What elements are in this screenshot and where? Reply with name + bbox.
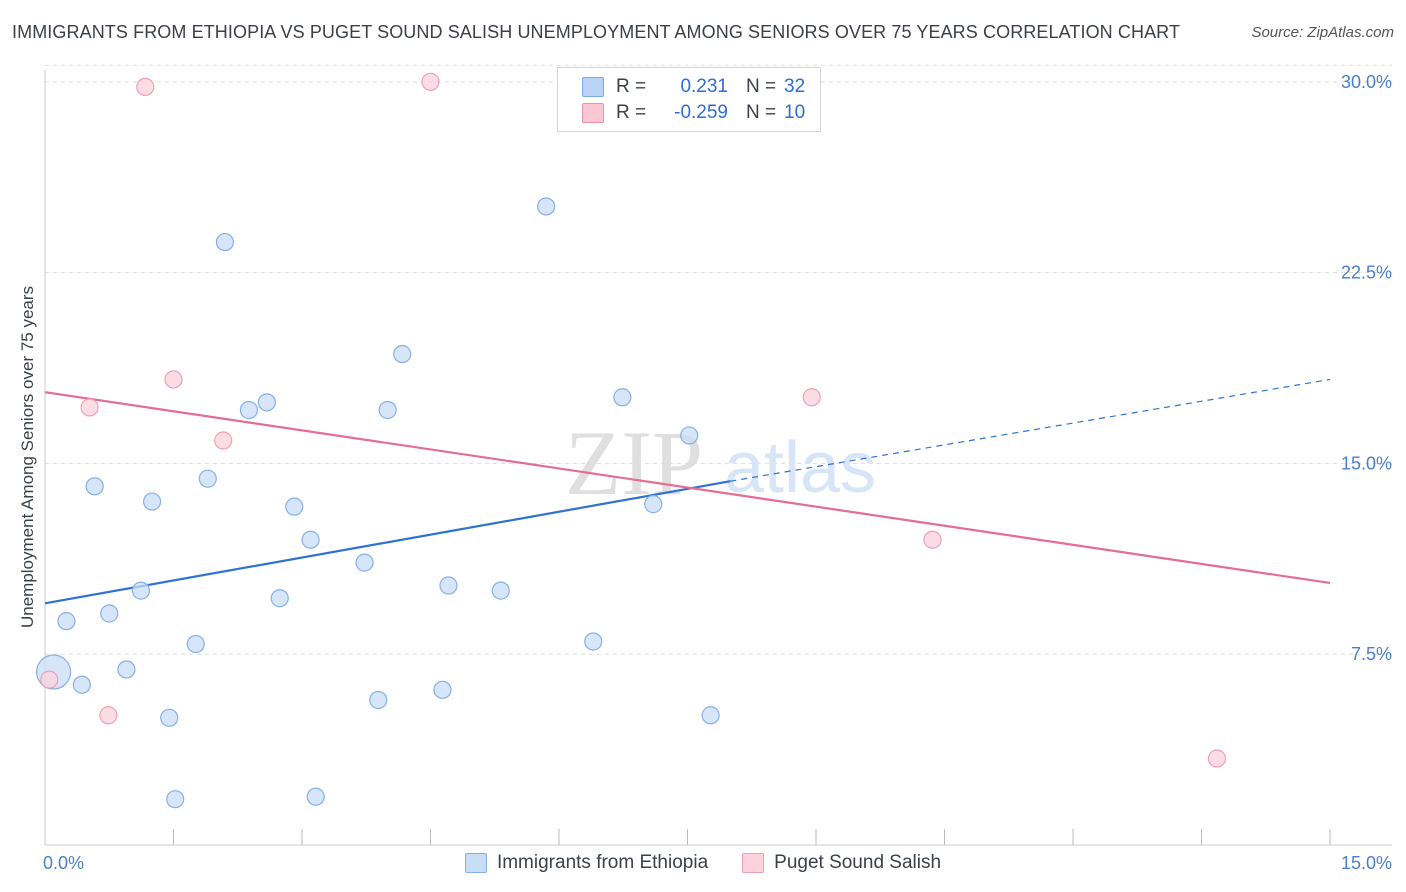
watermark-zip: ZIP — [565, 412, 703, 514]
trendline-salish — [44, 391, 1331, 585]
trendline-ethiopia-extension — [730, 378, 1331, 482]
x-tick-label: 0.0% — [43, 853, 84, 873]
data-point-ethiopia — [215, 232, 234, 252]
data-point-salish — [99, 706, 118, 725]
y-tick-label: 7.5% — [1351, 644, 1392, 664]
data-point-salish — [40, 670, 59, 689]
series-label-ethiopia: Immigrants from Ethiopia — [496, 852, 709, 873]
data-point-ethiopia — [239, 400, 258, 420]
series-legend-ethiopia[interactable]: Immigrants from Ethiopia — [464, 852, 709, 874]
watermark-atlas: atlas — [724, 428, 876, 508]
data-point-ethiopia — [491, 581, 510, 600]
data-point-ethiopia — [613, 388, 632, 407]
legend-r-value: 0.231 — [680, 76, 728, 97]
data-point-ethiopia — [57, 612, 76, 631]
y-tick-labels: 7.5% 15.0% 22.5% 30.0% — [1341, 72, 1392, 664]
data-point-ethiopia — [85, 477, 104, 496]
legend-swatch-pink — [582, 103, 604, 123]
y-axis-label: Unemployment Among Seniors over 75 years — [18, 286, 37, 628]
data-point-ethiopia — [680, 426, 699, 445]
data-point-ethiopia — [198, 469, 217, 488]
series-swatch-blue — [464, 853, 487, 873]
data-point-ethiopia — [72, 675, 91, 694]
data-point-ethiopia — [257, 393, 276, 412]
data-point-ethiopia — [433, 680, 452, 699]
data-point-ethiopia — [100, 604, 119, 623]
axes — [44, 70, 1392, 846]
x-tick-labels: 0.0% 15.0% — [43, 853, 1392, 873]
legend-swatch-blue — [582, 77, 604, 97]
data-point-ethiopia — [369, 690, 388, 710]
data-point-salish — [923, 530, 942, 549]
data-point-ethiopia — [644, 495, 663, 514]
data-point-ethiopia — [439, 576, 458, 595]
data-point-ethiopia — [537, 197, 556, 216]
data-point-ethiopia — [393, 344, 412, 364]
x-tick-label: 15.0% — [1341, 853, 1392, 873]
series-legend: Immigrants from Ethiopia Puget Sound Sal… — [0, 852, 1406, 874]
data-point-salish — [164, 370, 183, 389]
legend-n-label: N = — [746, 102, 777, 123]
data-point-ethiopia — [131, 581, 151, 600]
legend-r-value: -0.259 — [674, 102, 728, 123]
legend-row-ethiopia: R = 0.231 N = 32 — [582, 75, 805, 99]
legend-r-label: R = — [616, 76, 647, 97]
data-point-ethiopia — [142, 492, 162, 511]
data-point-ethiopia — [584, 632, 603, 651]
data-point-ethiopia — [285, 497, 304, 516]
legend-n-label: N = — [746, 76, 777, 97]
data-point-salish — [1207, 749, 1227, 768]
data-point-salish — [421, 72, 440, 91]
data-point-salish — [214, 431, 233, 450]
gridlines — [45, 64, 1392, 655]
trendline-ethiopia — [44, 480, 731, 605]
legend-n-value: 10 — [784, 102, 806, 123]
data-point-ethiopia — [117, 660, 136, 679]
data-point-ethiopia — [160, 708, 179, 727]
legend-r-label: R = — [616, 102, 647, 123]
series-label-salish: Puget Sound Salish — [774, 852, 942, 873]
data-point-ethiopia — [701, 706, 720, 725]
data-point-salish — [136, 77, 155, 96]
series-swatch-pink — [742, 853, 765, 873]
source-label: Source: ZipAtlas.com — [1251, 24, 1394, 41]
data-point-ethiopia — [270, 589, 289, 608]
legend-n-value: 32 — [784, 76, 806, 97]
data-points — [35, 72, 1227, 809]
data-point-ethiopia — [306, 787, 325, 806]
series-legend-salish[interactable]: Puget Sound Salish — [742, 852, 941, 874]
legend-row-salish: R = -0.259 N = 10 — [582, 101, 805, 125]
y-tick-label: 22.5% — [1341, 263, 1392, 283]
y-tick-label: 15.0% — [1341, 453, 1392, 473]
data-point-salish — [802, 388, 821, 407]
correlation-legend: R = 0.231 N = 32 R = -0.259 N = 10 — [557, 67, 821, 132]
data-point-ethiopia — [166, 790, 185, 809]
data-point-ethiopia — [186, 634, 205, 654]
trendlines — [44, 378, 1331, 605]
data-point-salish — [80, 398, 99, 417]
chart-title: IMMIGRANTS FROM ETHIOPIA VS PUGET SOUND … — [12, 22, 1181, 42]
data-point-ethiopia — [301, 530, 320, 549]
data-point-ethiopia — [355, 553, 374, 572]
data-point-ethiopia — [378, 400, 397, 420]
y-tick-label: 30.0% — [1341, 72, 1392, 92]
